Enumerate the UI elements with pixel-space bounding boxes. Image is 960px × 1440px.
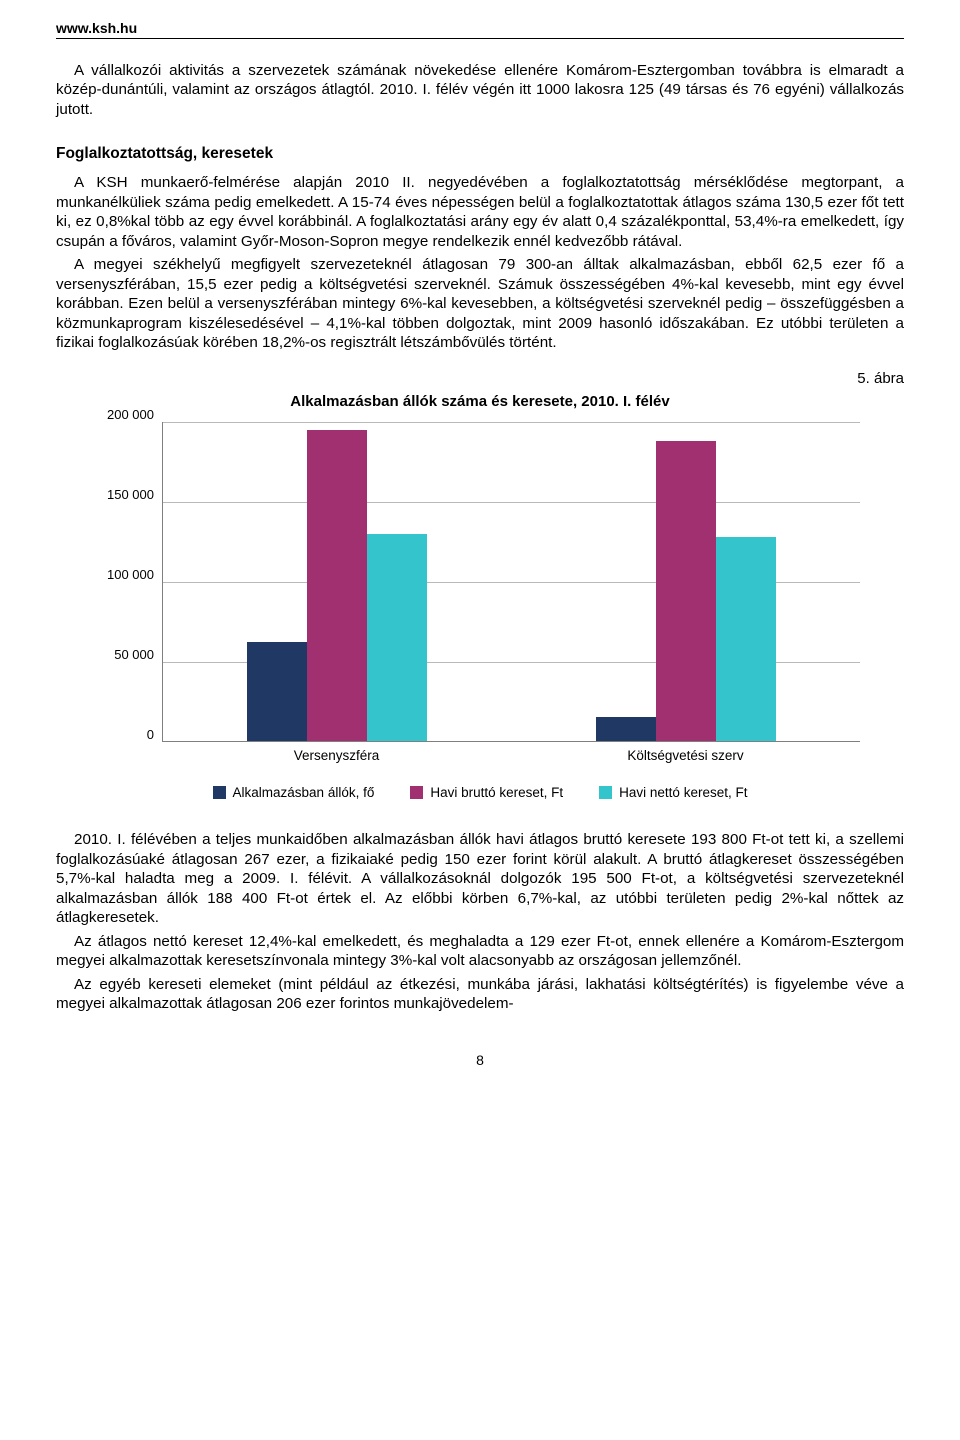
y-axis: 200 000150 000100 00050 0000 bbox=[100, 422, 162, 742]
legend-item: Havi nettó kereset, Ft bbox=[599, 785, 747, 800]
figure-label: 5. ábra bbox=[56, 370, 904, 387]
chart-area: 200 000150 000100 00050 0000 bbox=[100, 422, 860, 742]
chart-bar bbox=[247, 642, 307, 742]
chart-bar-group bbox=[163, 422, 512, 741]
legend-item: Alkalmazásban állók, fő bbox=[213, 785, 375, 800]
legend-label: Havi bruttó kereset, Ft bbox=[430, 785, 563, 800]
chart-bar bbox=[716, 537, 776, 741]
chart-bar bbox=[307, 430, 367, 742]
legend-label: Havi nettó kereset, Ft bbox=[619, 785, 747, 800]
section-heading: Foglalkoztatottság, keresetek bbox=[56, 145, 904, 163]
body-paragraph-1: A KSH munkaerő-felmérése alapján 2010 II… bbox=[56, 173, 904, 251]
chart-container: Alkalmazásban állók száma és keresete, 2… bbox=[100, 393, 860, 800]
body-paragraph-2: A megyei székhelyű megfigyelt szervezete… bbox=[56, 255, 904, 352]
chart-bar bbox=[367, 534, 427, 741]
legend-swatch bbox=[213, 786, 226, 799]
chart-bar-group bbox=[512, 422, 861, 741]
intro-paragraph: A vállalkozói aktivitás a szervezetek sz… bbox=[56, 61, 904, 119]
x-tick-label: Költségvetési szerv bbox=[511, 748, 860, 763]
chart-legend: Alkalmazásban állók, fő Havi bruttó keres… bbox=[100, 785, 860, 800]
legend-label: Alkalmazásban állók, fő bbox=[233, 785, 375, 800]
legend-item: Havi bruttó kereset, Ft bbox=[410, 785, 563, 800]
body-paragraph-5: Az egyéb kereseti elemeket (mint például… bbox=[56, 975, 904, 1014]
chart-title: Alkalmazásban állók száma és keresete, 2… bbox=[100, 393, 860, 410]
body-paragraph-3: 2010. I. félévében a teljes munkaidőben … bbox=[56, 830, 904, 927]
page-number: 8 bbox=[56, 1052, 904, 1068]
legend-swatch bbox=[599, 786, 612, 799]
header-url: www.ksh.hu bbox=[56, 20, 904, 39]
chart-bar bbox=[596, 717, 656, 742]
body-paragraph-4: Az átlagos nettó kereset 12,4%-kal emelk… bbox=[56, 932, 904, 971]
x-tick-label: Versenyszféra bbox=[162, 748, 511, 763]
chart-plot bbox=[162, 422, 860, 742]
legend-swatch bbox=[410, 786, 423, 799]
x-axis-labels: VersenyszféraKöltségvetési szerv bbox=[162, 748, 860, 763]
chart-bar bbox=[656, 441, 716, 741]
